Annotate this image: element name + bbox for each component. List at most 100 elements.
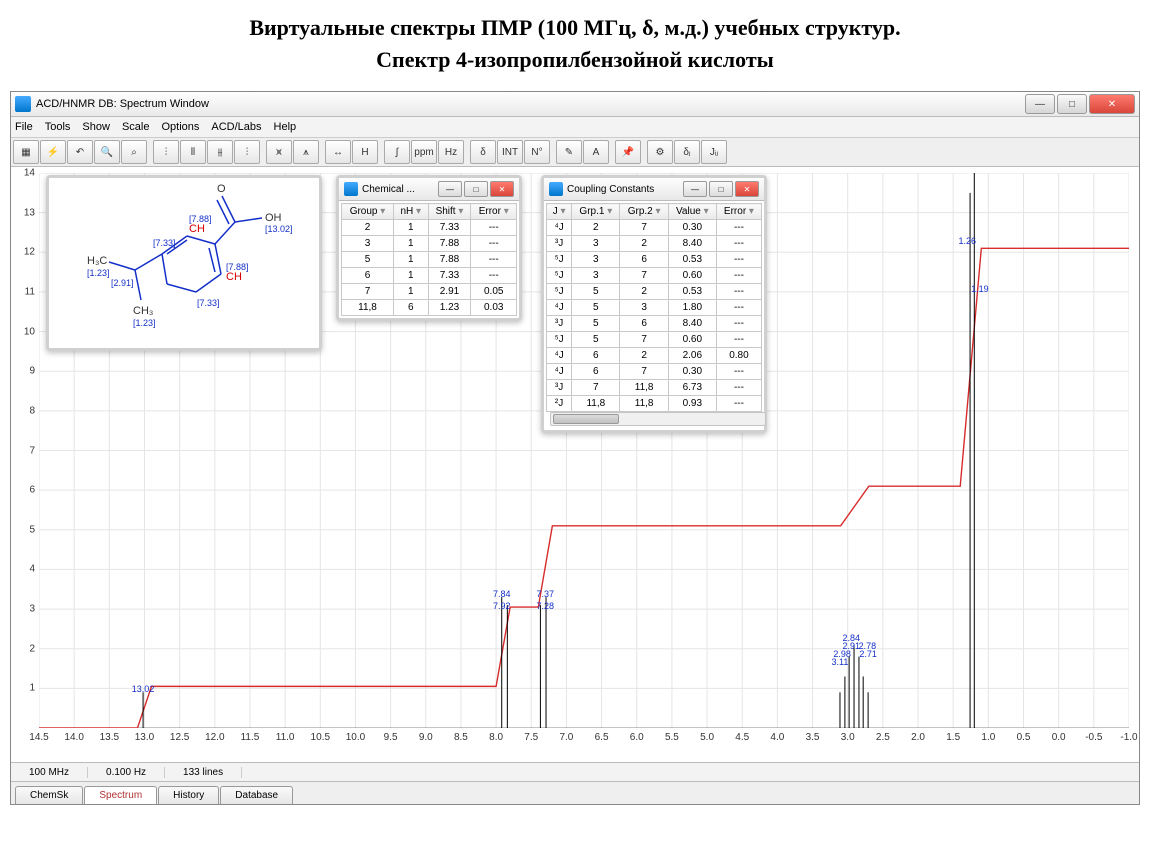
tab-chemsk[interactable]: ChemSk bbox=[15, 786, 83, 804]
col-header[interactable]: Grp.1 ▾ bbox=[572, 204, 620, 220]
toolbar-ann2-button[interactable]: A bbox=[583, 140, 609, 164]
coupling-panel[interactable]: Coupling Constants —□✕ J ▾Grp.1 ▾Grp.2 ▾… bbox=[541, 175, 767, 433]
table-row[interactable]: ⁵J360.53--- bbox=[547, 252, 762, 268]
toolbar-doc-button[interactable]: ▦ bbox=[13, 140, 39, 164]
chemical-shifts-panel[interactable]: Chemical ... —□✕ Group ▾nH ▾Shift ▾Error… bbox=[336, 175, 522, 321]
toolbar-flash-button[interactable]: ⚡ bbox=[40, 140, 66, 164]
col-header[interactable]: Error ▾ bbox=[471, 204, 517, 220]
panel-close-button[interactable]: ✕ bbox=[735, 181, 759, 197]
table-row[interactable]: ⁴J670.30--- bbox=[547, 364, 762, 380]
svg-text:[1.23]: [1.23] bbox=[133, 318, 156, 328]
y-axis: 1413121110987654321 bbox=[15, 173, 37, 728]
toolbar-ann1-button[interactable]: ✎ bbox=[556, 140, 582, 164]
toolbar-peaks4-button[interactable]: ⫶ bbox=[234, 140, 260, 164]
toolbar-intlbl-button[interactable]: INT bbox=[497, 140, 523, 164]
toolbar-find-button[interactable]: ⌕ bbox=[121, 140, 147, 164]
table-row[interactable]: 11,861.230.03 bbox=[342, 300, 517, 316]
toolbar-pin-button[interactable]: 📌 bbox=[615, 140, 641, 164]
col-header[interactable]: Group ▾ bbox=[342, 204, 394, 220]
app-icon bbox=[15, 96, 31, 112]
structure-panel[interactable]: O OH [13.02] CH [7.88] CH [7.88] [7.33] … bbox=[46, 175, 322, 351]
panel-min-button[interactable]: — bbox=[438, 181, 462, 197]
panel-min-button[interactable]: — bbox=[683, 181, 707, 197]
menu-help[interactable]: Help bbox=[274, 121, 297, 133]
panel-icon bbox=[344, 182, 358, 196]
col-header[interactable]: nH ▾ bbox=[394, 204, 429, 220]
table-row[interactable]: ⁵J570.60--- bbox=[547, 332, 762, 348]
toolbar-mpk2-button[interactable]: ⩚ bbox=[293, 140, 319, 164]
menu-file[interactable]: File bbox=[15, 121, 33, 133]
menu-tools[interactable]: Tools bbox=[45, 121, 71, 133]
table-row[interactable]: ⁵J520.53--- bbox=[547, 284, 762, 300]
toolbar-range-button[interactable]: ↔ bbox=[325, 140, 351, 164]
toolbar-no-button[interactable]: N° bbox=[524, 140, 550, 164]
panel-max-button[interactable]: □ bbox=[464, 181, 488, 197]
menu-scale[interactable]: Scale bbox=[122, 121, 150, 133]
table-row[interactable]: ⁴J531.80--- bbox=[547, 300, 762, 316]
toolbar-hz-button[interactable]: Hz bbox=[438, 140, 464, 164]
panel-icon bbox=[549, 182, 563, 196]
toolbar-int-button[interactable]: ∫ bbox=[384, 140, 410, 164]
svg-text:OH: OH bbox=[265, 212, 282, 224]
spectrum-plot[interactable]: 1413121110987654321 14.514.013.513.012.5… bbox=[11, 167, 1139, 762]
table-row[interactable]: 712.910.05 bbox=[342, 284, 517, 300]
toolbar-peaks2-button[interactable]: ⫴ bbox=[180, 140, 206, 164]
status-hz: 0.100 Hz bbox=[88, 767, 165, 778]
peak-label: 2.71 bbox=[859, 649, 877, 659]
close-button[interactable]: ✕ bbox=[1089, 94, 1135, 114]
table-row[interactable]: 517.88--- bbox=[342, 252, 517, 268]
table-row[interactable]: 317.88--- bbox=[342, 236, 517, 252]
header-line-2: Спектр 4-изопропилбензойной кислоты bbox=[0, 47, 1150, 73]
table-row[interactable]: ³J711,86.73--- bbox=[547, 380, 762, 396]
toolbar-mag-button[interactable]: 🔍 bbox=[94, 140, 120, 164]
toolbar-htext-button[interactable]: H bbox=[352, 140, 378, 164]
tab-spectrum[interactable]: Spectrum bbox=[84, 786, 157, 804]
table-row[interactable]: ⁴J270.30--- bbox=[547, 220, 762, 236]
col-header[interactable]: Shift ▾ bbox=[428, 204, 471, 220]
toolbar-peaks1-button[interactable]: ⫶ bbox=[153, 140, 179, 164]
tab-database[interactable]: Database bbox=[220, 786, 293, 804]
table-row[interactable]: ³J328.40--- bbox=[547, 236, 762, 252]
table-row[interactable]: ⁵J370.60--- bbox=[547, 268, 762, 284]
col-header[interactable]: Grp.2 ▾ bbox=[620, 204, 668, 220]
x-axis: 14.514.013.513.012.512.011.511.010.510.0… bbox=[39, 732, 1133, 746]
panel-close-button[interactable]: ✕ bbox=[490, 181, 514, 197]
toolbar-peaks3-button[interactable]: ⫵ bbox=[207, 140, 233, 164]
menu-acdlabs[interactable]: ACD/Labs bbox=[211, 121, 261, 133]
col-header[interactable]: J ▾ bbox=[547, 204, 572, 220]
svg-text:[2.91]: [2.91] bbox=[111, 278, 134, 288]
toolbar-jij-button[interactable]: Jᵢⱼ bbox=[701, 140, 727, 164]
table-row[interactable]: 217.33--- bbox=[342, 220, 517, 236]
toolbar-settings-button[interactable]: ⚙ bbox=[647, 140, 673, 164]
toolbar-dj-button[interactable]: δⱼ bbox=[674, 140, 700, 164]
tab-history[interactable]: History bbox=[158, 786, 219, 804]
table-row[interactable]: ²J11,811,80.93--- bbox=[547, 396, 762, 412]
col-header[interactable]: Value ▾ bbox=[668, 204, 716, 220]
coupling-table[interactable]: J ▾Grp.1 ▾Grp.2 ▾Value ▾Error ▾⁴J270.30-… bbox=[546, 203, 762, 412]
svg-text:[1.23]: [1.23] bbox=[87, 268, 110, 278]
title-bar[interactable]: ACD/HNMR DB: Spectrum Window — □ ✕ bbox=[11, 92, 1139, 117]
table-row[interactable]: ⁴J622.060.80 bbox=[547, 348, 762, 364]
svg-text:[13.02]: [13.02] bbox=[265, 224, 293, 234]
app-window: ACD/HNMR DB: Spectrum Window — □ ✕ File T… bbox=[10, 91, 1140, 805]
toolbar-shift-button[interactable]: δ bbox=[470, 140, 496, 164]
minimize-button[interactable]: — bbox=[1025, 94, 1055, 114]
svg-text:CH₃: CH₃ bbox=[133, 305, 153, 317]
peak-label: 7.92 bbox=[493, 601, 511, 611]
page-header: Виртуальные спектры ПМР (100 МГц, δ, м.д… bbox=[0, 0, 1150, 91]
maximize-button[interactable]: □ bbox=[1057, 94, 1087, 114]
toolbar-mpk1-button[interactable]: ⩙ bbox=[266, 140, 292, 164]
svg-text:H₃C: H₃C bbox=[87, 255, 107, 267]
svg-text:[7.88]: [7.88] bbox=[189, 214, 212, 224]
table-row[interactable]: ³J568.40--- bbox=[547, 316, 762, 332]
table-row[interactable]: 617.33--- bbox=[342, 268, 517, 284]
toolbar-ppm-button[interactable]: ppm bbox=[411, 140, 437, 164]
toolbar-undo-button[interactable]: ↶ bbox=[67, 140, 93, 164]
panel-max-button[interactable]: □ bbox=[709, 181, 733, 197]
menu-options[interactable]: Options bbox=[161, 121, 199, 133]
chemical-shifts-table[interactable]: Group ▾nH ▾Shift ▾Error ▾217.33---317.88… bbox=[341, 203, 517, 316]
menu-show[interactable]: Show bbox=[82, 121, 110, 133]
svg-text:O: O bbox=[217, 183, 226, 195]
panel-scrollbar[interactable] bbox=[550, 412, 766, 426]
col-header[interactable]: Error ▾ bbox=[716, 204, 761, 220]
